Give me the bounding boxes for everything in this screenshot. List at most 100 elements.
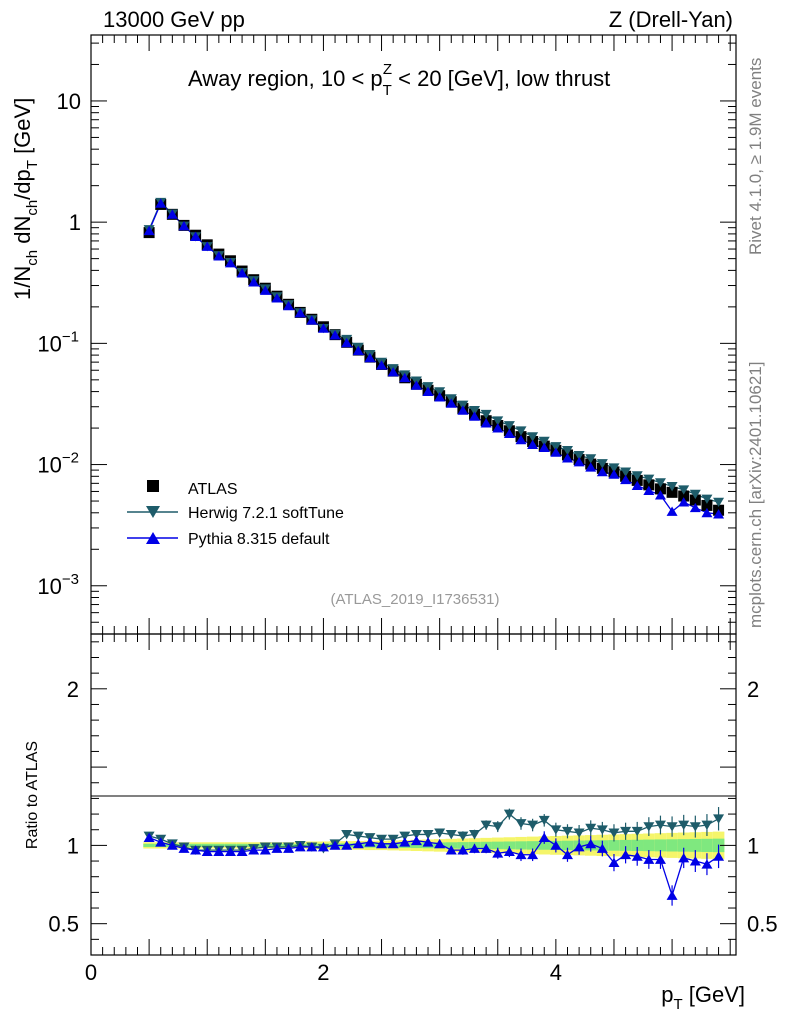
pythia-ratio-point <box>259 845 271 855</box>
pythia-ratio-point <box>643 854 655 864</box>
ratio-band-green <box>526 841 539 850</box>
herwig-ratio-point <box>643 822 655 832</box>
pythia-ratio-point <box>492 848 504 858</box>
pythia-point <box>224 258 236 268</box>
main-y-tick-exponent: −1 <box>62 328 79 345</box>
pythia-point <box>422 386 434 396</box>
herwig-ratio-point <box>713 814 725 824</box>
herwig-ratio-point <box>341 830 353 840</box>
pythia-ratio-point <box>515 849 527 860</box>
legend-marker-herwig <box>146 506 160 518</box>
pythia-point <box>271 293 283 303</box>
herwig-point <box>573 451 585 461</box>
pythia-ratio-point <box>213 846 225 857</box>
pythia-ratio-point <box>410 835 422 846</box>
xlabel-sub: T <box>673 996 682 1013</box>
pythia-point <box>352 345 364 356</box>
herwig-ratio-point <box>573 828 585 838</box>
pythia-point <box>317 323 329 333</box>
pythia-point <box>399 372 411 383</box>
side-text-bottom: mcplots.cern.ch [arXiv:2401.10621] <box>746 362 765 628</box>
pythia-ratio-point <box>631 851 643 861</box>
herwig-ratio-point <box>631 826 643 837</box>
herwig-ratio-point <box>620 826 632 837</box>
pythia-point <box>155 198 167 208</box>
main-y-tick-label: 10−2 <box>37 450 79 478</box>
ratio-y-label: Ratio to ATLAS <box>24 741 41 849</box>
ratio-y-ticks: 0.5 0.5 1 1 2 2 <box>48 641 778 940</box>
pythia-ratio-point <box>329 840 341 850</box>
main-y-tick-label: 10−1 <box>37 328 79 356</box>
main-y-tick-base: 10 <box>57 89 81 114</box>
ratio-y-tick-label-right: 0.5 <box>747 912 778 937</box>
pythia-point <box>492 423 504 433</box>
pythia-point <box>178 221 190 231</box>
pythia-point <box>445 398 457 408</box>
herwig-point <box>515 426 527 436</box>
herwig-point <box>620 467 632 477</box>
pythia-ratio-point <box>654 854 666 864</box>
pythia-ratio-point <box>166 840 178 850</box>
pythia-ratio-point <box>701 859 713 869</box>
pythia-main-points <box>143 198 725 519</box>
ratio-band-green <box>689 838 702 852</box>
herwig-ratio-point <box>352 831 364 841</box>
pythia-ratio-point <box>608 857 620 868</box>
herwig-ratio-point <box>434 828 446 838</box>
pythia-point <box>201 241 213 251</box>
legend: ATLAS Herwig 7.2.1 softTune Pythia 8.315… <box>127 480 344 548</box>
ratio-panel: 0.5 0.5 1 1 2 2 0 2 4 Ratio to ATLAS pT [GeV] <box>24 633 778 1013</box>
main-title-post: < 20 [GeV], low thrust <box>392 66 610 91</box>
herwig-ratio-point <box>666 822 678 832</box>
pythia-point <box>283 300 295 311</box>
pythia-point <box>329 330 341 340</box>
pythia-point <box>620 474 632 485</box>
pythia-point <box>248 277 260 287</box>
main-y-label: 1/Nch dNch/dpT [GeV] <box>10 98 41 300</box>
herwig-ratio-point <box>527 820 539 830</box>
pythia-point <box>410 380 422 390</box>
ratio-band-green <box>608 840 620 851</box>
main-y-tick-label: 10−3 <box>37 571 79 599</box>
pythia-point <box>364 352 376 363</box>
herwig-ratio-point <box>469 830 481 840</box>
herwig-ratio-point <box>701 820 713 830</box>
ratio-band-green <box>503 841 516 850</box>
herwig-ratio-point <box>596 825 608 835</box>
legend-marker-atlas <box>147 480 159 492</box>
herwig-ratio-point <box>689 822 701 832</box>
pythia-point <box>538 442 550 453</box>
pythia-ratio-point <box>376 838 388 849</box>
herwig-point <box>492 416 504 426</box>
pythia-point <box>550 447 562 457</box>
pythia-ratio-point <box>573 842 585 852</box>
pythia-ratio-point <box>306 842 318 852</box>
pythia-ratio-points <box>143 831 725 906</box>
herwig-main-points <box>143 197 725 508</box>
pythia-point <box>654 490 666 500</box>
main-y-tick-label: 10 <box>57 89 81 114</box>
pythia-point <box>294 308 306 318</box>
atlas-point <box>643 479 655 491</box>
pythia-ratio-point <box>201 846 213 857</box>
herwig-ratio-points <box>143 807 725 856</box>
herwig-point <box>480 409 492 420</box>
pythia-point <box>631 480 643 491</box>
pythia-ratio-point <box>457 845 469 855</box>
pythia-point <box>259 285 271 295</box>
main-y-tick-label: 1 <box>69 210 81 235</box>
pythia-point <box>561 453 573 463</box>
herwig-point <box>654 478 666 488</box>
ratio-band-green <box>201 843 214 847</box>
main-title: Away region, 10 < pTZ < 20 [GeV], low th… <box>188 61 610 99</box>
herwig-point <box>527 432 539 442</box>
pythia-ratio-point <box>480 843 492 853</box>
ratio-band-green <box>213 843 225 847</box>
pythia-point <box>689 502 701 513</box>
herwig-point <box>585 454 597 464</box>
herwig-ratio-point <box>550 825 562 835</box>
herwig-ratio-point <box>608 828 620 838</box>
ratio-band-green <box>224 843 237 847</box>
main-y-tick-base: 10 <box>37 453 61 478</box>
